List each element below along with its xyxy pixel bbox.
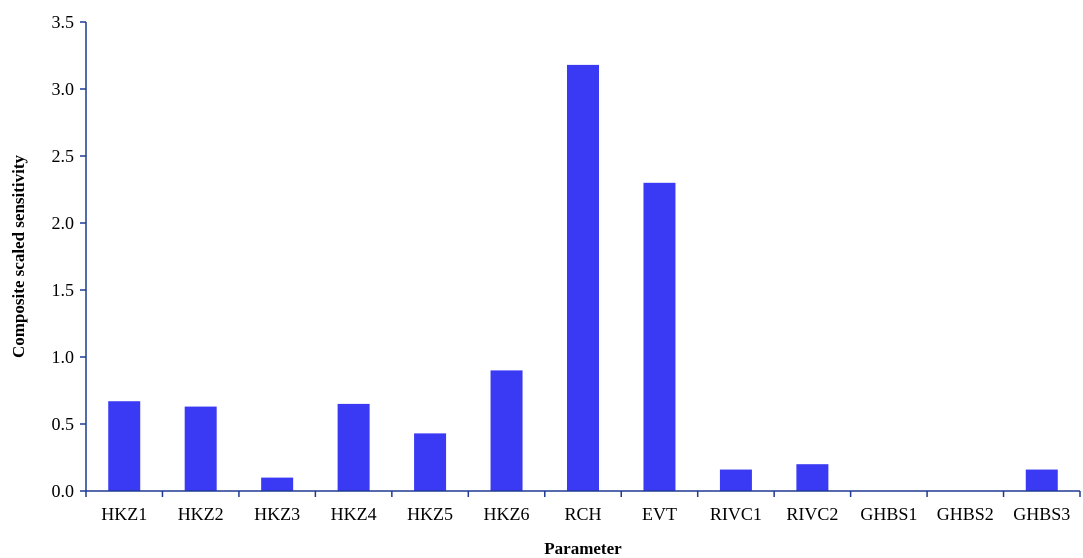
y-axis-title: Composite scaled sensitivity	[9, 154, 28, 358]
bar-hkz2	[184, 406, 217, 491]
bar-ghbs3	[1025, 469, 1058, 491]
y-tick-label: 2.0	[52, 213, 75, 233]
x-tick-label: RCH	[564, 504, 601, 524]
x-axis-title: Parameter	[544, 539, 622, 558]
bar-hkz5	[414, 433, 447, 491]
x-ticks-group: HKZ1 HKZ2 HKZ3 HKZ4 HKZ5 HKZ6 RCH EVT RIVC1 RIVC2…	[85, 491, 1081, 524]
y-tick-label: 0.5	[52, 414, 75, 434]
x-tick-label: HKZ1	[101, 504, 147, 524]
y-tick-label: 1.0	[52, 347, 75, 367]
x-tick-label: HKZ2	[178, 504, 224, 524]
bar-rch	[567, 64, 599, 491]
y-tick-label: 3.5	[52, 12, 75, 32]
x-tick-label: HKZ5	[407, 504, 453, 524]
x-tick-label: EVT	[642, 504, 677, 524]
x-tick-label: GHBS1	[860, 504, 917, 524]
bar-hkz1	[108, 401, 141, 491]
bar-rivc1	[719, 469, 752, 491]
bar-hkz6	[490, 370, 523, 491]
bar-hkz4	[337, 403, 370, 491]
x-tick-label: HKZ6	[484, 504, 530, 524]
bar-hkz3	[261, 477, 294, 491]
bar-evt	[643, 182, 676, 492]
y-ticks-group: 0.0 0.5 1.0 1.5 2.0 2.5 3.0 3.5	[52, 12, 86, 501]
x-tick-label: HKZ3	[254, 504, 300, 524]
x-tick-label: GHBS3	[1013, 504, 1070, 524]
y-tick-label: 1.5	[52, 280, 75, 300]
x-tick-label: RIVC1	[710, 504, 762, 524]
bars-group	[108, 64, 1058, 492]
x-tick-label: GHBS2	[937, 504, 994, 524]
y-tick-label: 2.5	[52, 146, 75, 166]
bar-rivc2	[796, 464, 829, 491]
y-tick-label: 3.0	[52, 79, 75, 99]
y-tick-label: 0.0	[52, 481, 75, 501]
x-tick-label: RIVC2	[786, 504, 838, 524]
axes-group	[85, 22, 1080, 492]
x-tick-label: HKZ4	[331, 504, 377, 524]
